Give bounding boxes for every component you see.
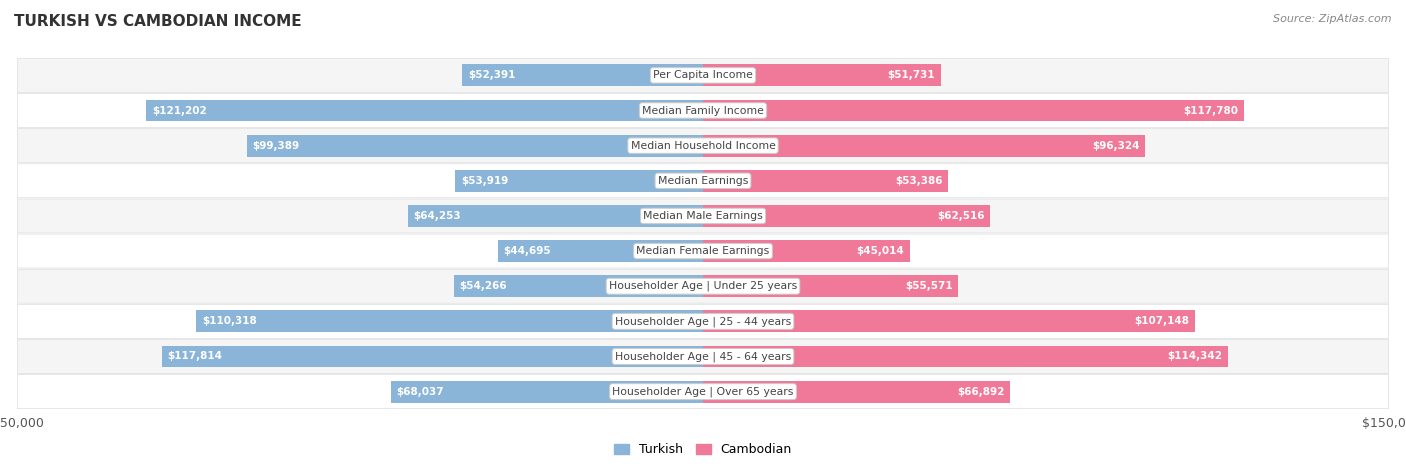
Text: $107,148: $107,148	[1135, 316, 1189, 326]
Text: Householder Age | Under 25 years: Householder Age | Under 25 years	[609, 281, 797, 291]
Text: Source: ZipAtlas.com: Source: ZipAtlas.com	[1274, 14, 1392, 24]
Bar	[703, 311, 1195, 332]
Bar	[456, 170, 703, 191]
Bar	[146, 99, 703, 121]
Bar	[391, 381, 703, 403]
Bar	[703, 170, 948, 191]
Bar	[703, 346, 1229, 368]
Text: $68,037: $68,037	[396, 387, 444, 396]
Text: $44,695: $44,695	[503, 246, 551, 256]
Text: $54,266: $54,266	[460, 281, 508, 291]
Text: Householder Age | Over 65 years: Householder Age | Over 65 years	[612, 386, 794, 397]
Bar	[498, 240, 703, 262]
Bar	[162, 346, 703, 368]
FancyBboxPatch shape	[17, 129, 1389, 163]
Text: $62,516: $62,516	[938, 211, 984, 221]
Bar	[703, 205, 990, 227]
Text: $99,389: $99,389	[252, 141, 299, 151]
Text: $64,253: $64,253	[413, 211, 461, 221]
Bar	[703, 240, 910, 262]
Bar	[703, 135, 1146, 156]
FancyBboxPatch shape	[17, 269, 1389, 303]
Text: $117,814: $117,814	[167, 352, 222, 361]
FancyBboxPatch shape	[17, 234, 1389, 268]
Text: $45,014: $45,014	[856, 246, 904, 256]
Text: Median Male Earnings: Median Male Earnings	[643, 211, 763, 221]
Text: Median Female Earnings: Median Female Earnings	[637, 246, 769, 256]
FancyBboxPatch shape	[17, 340, 1389, 374]
Text: Median Household Income: Median Household Income	[630, 141, 776, 151]
Text: $96,324: $96,324	[1092, 141, 1140, 151]
Bar	[703, 99, 1244, 121]
Text: $55,571: $55,571	[905, 281, 953, 291]
Text: $53,919: $53,919	[461, 176, 508, 186]
Bar	[454, 276, 703, 297]
FancyBboxPatch shape	[17, 164, 1389, 198]
Text: $114,342: $114,342	[1167, 352, 1223, 361]
Text: Median Family Income: Median Family Income	[643, 106, 763, 115]
Text: $51,731: $51,731	[887, 71, 935, 80]
Bar	[197, 311, 703, 332]
Text: $52,391: $52,391	[468, 71, 515, 80]
Text: $110,318: $110,318	[202, 316, 256, 326]
Bar	[246, 135, 703, 156]
FancyBboxPatch shape	[17, 58, 1389, 92]
Text: Householder Age | 45 - 64 years: Householder Age | 45 - 64 years	[614, 351, 792, 362]
FancyBboxPatch shape	[17, 304, 1389, 338]
Text: $121,202: $121,202	[152, 106, 207, 115]
FancyBboxPatch shape	[17, 199, 1389, 233]
Bar	[408, 205, 703, 227]
Bar	[703, 64, 941, 86]
FancyBboxPatch shape	[17, 93, 1389, 127]
Text: TURKISH VS CAMBODIAN INCOME: TURKISH VS CAMBODIAN INCOME	[14, 14, 302, 29]
Legend: Turkish, Cambodian: Turkish, Cambodian	[609, 439, 797, 461]
Text: Householder Age | 25 - 44 years: Householder Age | 25 - 44 years	[614, 316, 792, 326]
Text: $66,892: $66,892	[957, 387, 1005, 396]
Bar	[463, 64, 703, 86]
Text: Median Earnings: Median Earnings	[658, 176, 748, 186]
Text: $117,780: $117,780	[1184, 106, 1239, 115]
Bar	[703, 381, 1011, 403]
Text: $53,386: $53,386	[896, 176, 942, 186]
FancyBboxPatch shape	[17, 375, 1389, 409]
Bar	[703, 276, 959, 297]
Text: Per Capita Income: Per Capita Income	[652, 71, 754, 80]
